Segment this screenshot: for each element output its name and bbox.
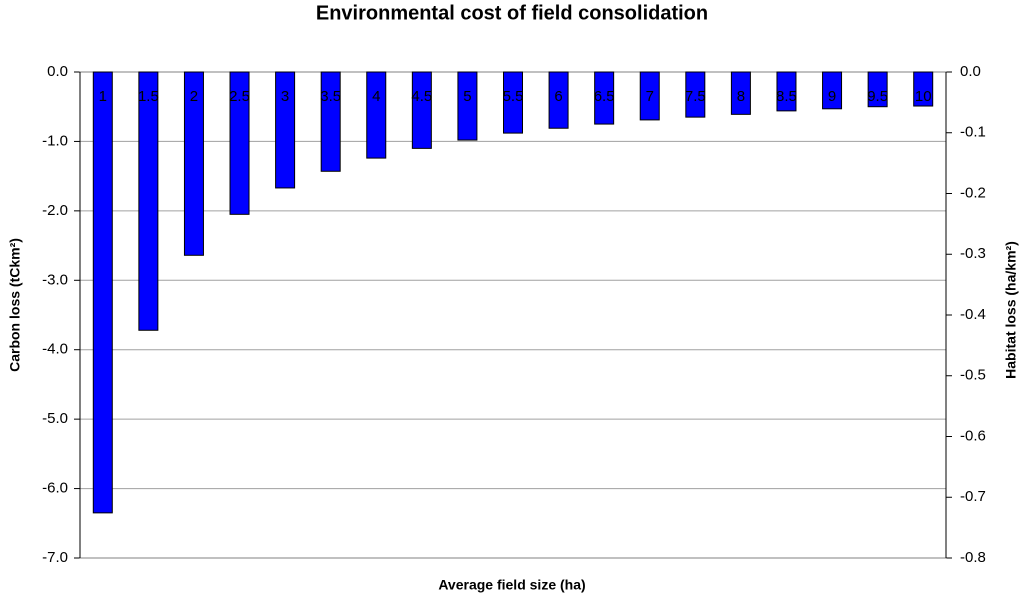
y-tick-label: -7.0 — [42, 549, 68, 566]
plot-frame — [79, 71, 947, 559]
y-axis-label: Carbon loss (tCkm²) — [7, 238, 23, 372]
bar — [548, 71, 569, 129]
category-label: 2.5 — [229, 88, 250, 105]
y-tick-label: 0.0 — [47, 63, 68, 80]
category-label: 8 — [737, 88, 745, 105]
bar — [639, 71, 660, 121]
y-tick-label: -2.0 — [42, 202, 68, 219]
y2-tick-label: 0.0 — [960, 63, 981, 80]
category-label: 9 — [828, 88, 836, 105]
bar — [457, 71, 478, 141]
y-tick-label: -5.0 — [42, 410, 68, 427]
y2-tick-label: -0.3 — [960, 245, 986, 262]
category-label: 3.5 — [320, 88, 341, 105]
y2-tick-label: -0.2 — [960, 184, 986, 201]
bar — [913, 71, 934, 107]
bar — [867, 71, 888, 108]
bar — [730, 71, 751, 115]
x-axis-label: Average field size (ha) — [438, 577, 585, 593]
y2-axis-label: Habitat loss (ha/km²) — [1003, 241, 1019, 379]
bar — [183, 71, 204, 256]
category-label: 3 — [281, 88, 289, 105]
bar — [92, 71, 113, 514]
y2-tick-label: -0.6 — [960, 427, 986, 444]
category-label: 7 — [646, 88, 654, 105]
category-label: 2 — [190, 88, 198, 105]
chart-title: Environmental cost of field consolidatio… — [316, 2, 708, 24]
bar — [138, 71, 159, 331]
category-label: 6 — [554, 88, 562, 105]
bar — [320, 71, 341, 172]
y2-tick-label: -0.1 — [960, 124, 986, 141]
bar — [503, 71, 523, 134]
category-label: 6.5 — [594, 88, 615, 105]
category-label: 10 — [915, 88, 932, 105]
y2-tick-label: -0.8 — [960, 549, 986, 566]
category-label: 1.5 — [138, 88, 159, 105]
bar — [229, 71, 250, 215]
y-tick-label: -6.0 — [42, 480, 68, 497]
category-label: 7.5 — [685, 88, 706, 105]
bar — [366, 71, 387, 159]
bar — [685, 71, 706, 118]
bar — [275, 71, 296, 189]
y-tick-label: -3.0 — [42, 271, 68, 288]
bar — [594, 71, 615, 125]
y-tick-label: -1.0 — [42, 132, 68, 149]
bar — [822, 71, 843, 110]
category-label: 4 — [372, 88, 380, 105]
bar — [411, 71, 432, 149]
y2-tick-label: -0.7 — [960, 488, 986, 505]
category-label: 8.5 — [776, 88, 797, 105]
y2-tick-label: -0.4 — [960, 306, 986, 323]
category-label: 1 — [99, 88, 107, 105]
category-label: 5.5 — [503, 88, 524, 105]
bar — [776, 71, 797, 112]
category-label: 4.5 — [411, 88, 432, 105]
category-label: 9.5 — [867, 88, 888, 105]
y2-tick-label: -0.5 — [960, 367, 986, 384]
category-label: 5 — [463, 88, 471, 105]
y-tick-label: -4.0 — [42, 341, 68, 358]
